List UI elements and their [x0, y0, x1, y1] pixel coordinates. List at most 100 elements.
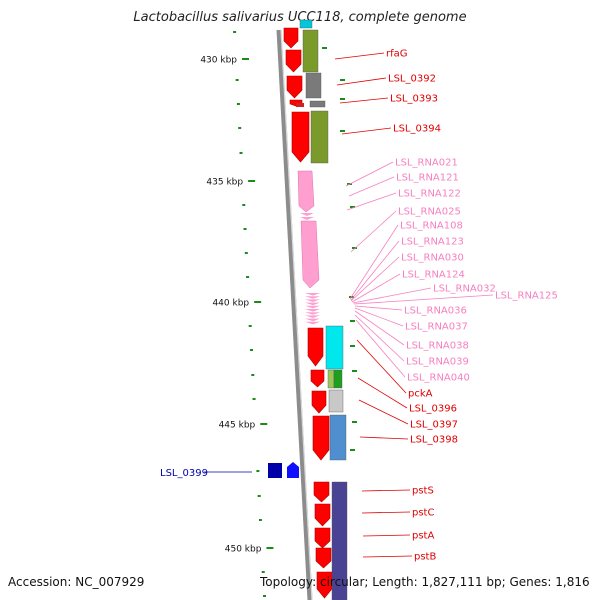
gene-label: LSL_0398: [410, 435, 458, 446]
label-leader-line: [362, 555, 413, 558]
gene-label: LSL_0394: [393, 124, 441, 135]
gene-label: LSL_RNA125: [495, 291, 558, 302]
label-leader-line: [346, 192, 397, 211]
label-leader-line: [355, 319, 406, 378]
label-leader-line: [336, 77, 387, 86]
rna-small-mark: [305, 315, 320, 318]
category-block: [299, 19, 313, 29]
genome-title: Lactobacillus salivarius UCC118, complet…: [133, 10, 467, 25]
rna-small-mark: [305, 293, 320, 296]
rna-arrow: [300, 220, 320, 289]
cds-arrow: [313, 481, 330, 503]
category-block: [309, 100, 326, 108]
rna-small-mark: [305, 309, 320, 312]
label-leader-line: [341, 127, 392, 135]
category-block: [325, 325, 344, 370]
genome-summary-text: Topology: circular; Length: 1,827,111 bp…: [260, 575, 590, 589]
kbp-tick-label: 430 kbp: [200, 56, 237, 66]
category-block: [328, 389, 344, 413]
label-leader-line: [350, 256, 400, 302]
label-leader-line: [357, 377, 408, 409]
gene-label: LSL_RNA122: [398, 189, 461, 200]
rna-small-mark: [300, 217, 314, 220]
label-leader-line: [351, 273, 401, 303]
label-leader-line: [350, 210, 397, 253]
gene-label: LSL_RNA021: [395, 158, 458, 169]
gene-label: pstA: [412, 531, 434, 542]
gene-label: LSL_0393: [390, 94, 438, 105]
cds-arrow: [312, 415, 330, 461]
label-leader-line: [361, 511, 411, 514]
gene-label: LSL_RNA036: [404, 306, 467, 317]
rna-small-mark: [305, 312, 320, 315]
gene-label: pstC: [412, 508, 434, 519]
gene-label: LSL_RNA124: [402, 270, 465, 281]
gene-label: LSL_RNA032: [433, 284, 496, 295]
accession-text: Accession: NC_007929: [8, 575, 145, 589]
gene-label: LSL_RNA108: [400, 221, 463, 232]
gene-label: LSL_RNA039: [406, 357, 469, 368]
cds-arrow: [316, 571, 333, 599]
category-block: [327, 369, 335, 389]
gene-label: LSL_0392: [388, 74, 436, 85]
label-leader-line: [354, 307, 404, 327]
rna-small-mark: [300, 213, 314, 216]
cds-arrow: [311, 390, 327, 414]
label-leader-line: [349, 224, 399, 300]
cds-arrow: [283, 27, 299, 49]
category-block: [305, 72, 322, 99]
gene-label: LSL_RNA025: [398, 207, 461, 218]
label-leader-line: [354, 305, 403, 311]
gene-label: pstB: [414, 552, 436, 563]
label-leader-line: [350, 240, 400, 301]
gene-label: LSL_RNA038: [406, 341, 469, 352]
gene-label: pstS: [412, 486, 434, 497]
cds-arrow: [286, 75, 303, 99]
genome-backbone: [276, 29, 313, 600]
cds-arrow: [310, 369, 325, 388]
rna-small-mark: [305, 305, 320, 309]
label-leader-line: [361, 489, 411, 492]
label-leader-line: [352, 287, 432, 304]
rna-small-mark: [305, 318, 320, 322]
label-leader-line: [356, 339, 407, 394]
kbp-tick-label: 440 kbp: [212, 299, 249, 309]
label-leader-line: [354, 310, 405, 346]
category-block: [329, 414, 347, 461]
highlight-feature: [268, 463, 282, 478]
kbp-tick-label: 435 kbp: [206, 178, 243, 188]
gene-label: LSL_0397: [410, 420, 458, 431]
gene-label: LSL_RNA040: [407, 373, 470, 384]
gene-label: rfaG: [386, 49, 408, 60]
label-leader-line: [348, 176, 395, 197]
gene-label: LSL_RNA123: [401, 237, 464, 248]
category-block: [333, 369, 343, 389]
kbp-tick-label: 450 kbp: [225, 545, 262, 555]
label-leader-line: [362, 534, 411, 537]
gene-label: LSL_RNA037: [405, 322, 468, 333]
rna-small-mark: [305, 302, 320, 306]
genome-backbone-highlight: [280, 29, 313, 600]
highlight-feature: [287, 462, 299, 478]
rna-arrow: [297, 170, 315, 213]
cds-arrow: [291, 111, 310, 163]
kbp-tick-label: 445 kbp: [219, 421, 256, 431]
category-block: [331, 481, 348, 600]
label-leader-line: [353, 294, 494, 305]
cds-arrow: [315, 547, 332, 569]
cds-arrow: [307, 327, 324, 367]
rna-small-mark: [305, 296, 320, 299]
label-leader-line: [359, 436, 409, 440]
label-leader-line: [354, 314, 405, 362]
gene-label: LSL_RNA121: [396, 173, 459, 184]
category-block: [302, 29, 319, 73]
gene-label: LSL_RNA030: [401, 253, 464, 264]
label-leader-line: [358, 399, 409, 425]
gene-label: LSL_0396: [409, 404, 457, 415]
category-block: [310, 110, 329, 164]
label-leader-line: [334, 52, 385, 60]
rna-small-mark: [305, 299, 320, 302]
gene-label: pckA: [408, 389, 433, 400]
